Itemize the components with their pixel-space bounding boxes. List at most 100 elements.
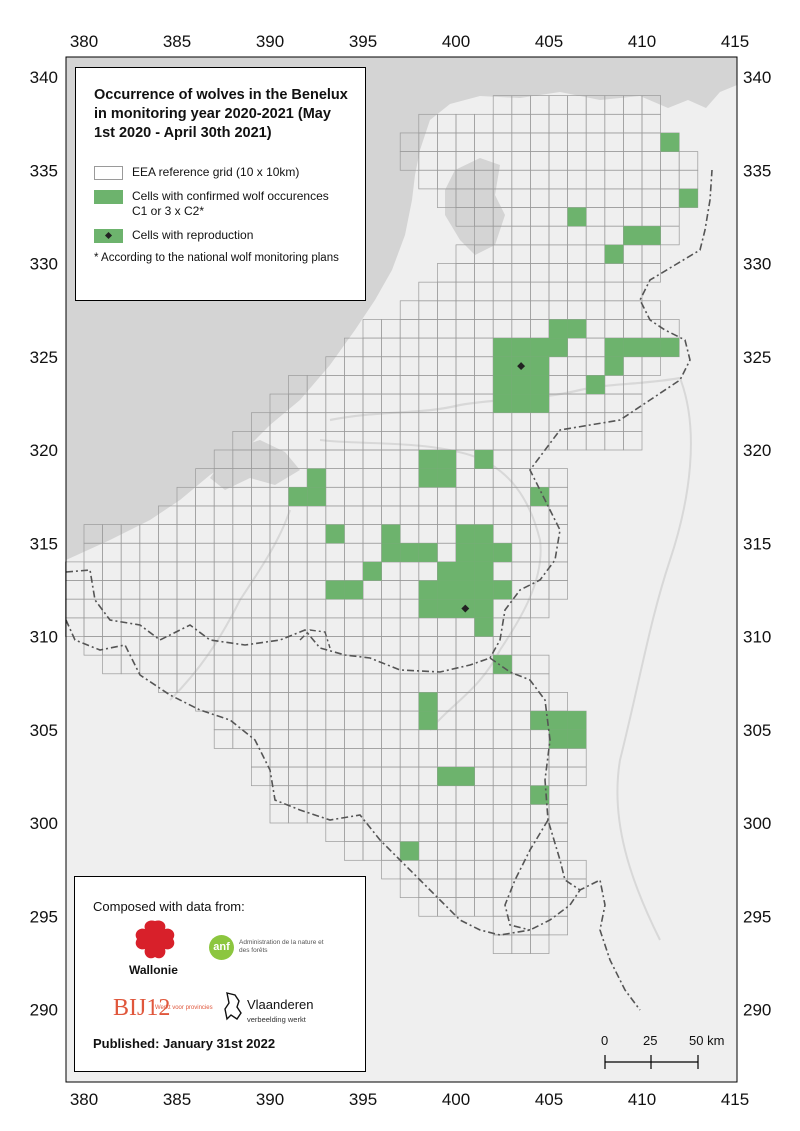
y-tick-label: 300 — [30, 814, 58, 833]
legend-footnote: * According to the national wolf monitor… — [94, 252, 339, 264]
y-tick-label: 300 — [743, 814, 771, 833]
confirmed-wolf-cell — [437, 468, 456, 488]
y-tick-label: 295 — [743, 907, 771, 926]
confirmed-wolf-cell — [660, 132, 680, 152]
published-date: Published: January 31st 2022 — [93, 1036, 276, 1051]
y-tick-label: 320 — [743, 441, 771, 460]
confirmed-wolf-cell — [530, 375, 549, 395]
confirmed-wolf-cell — [530, 394, 549, 413]
reproduction-markers — [461, 362, 526, 613]
reproduction-marker — [517, 362, 526, 371]
confirmed-wolf-cell — [511, 338, 531, 357]
y-tick-label: 320 — [30, 441, 58, 460]
lux-inner-border — [504, 819, 549, 931]
y-tick-label: 335 — [30, 161, 58, 180]
confirmed-wolf-cell — [418, 580, 438, 600]
x-tick-label: 415 — [721, 1090, 749, 1109]
grid-cell — [623, 431, 643, 451]
grid-cell — [567, 878, 587, 898]
anf-logo-text: Administration de la nature et des forêt… — [239, 939, 324, 954]
grid-cell — [567, 766, 587, 787]
confirmed-wolf-cell — [456, 543, 475, 562]
grid-cell — [530, 598, 550, 619]
legend-repro-label: Cells with reproduction — [132, 228, 254, 242]
legend-confirmed-row: Cells with confirmed wolf occurences C1 … — [94, 189, 351, 219]
confirmed-wolf-cell — [456, 580, 475, 600]
confirmed-wolf-cell — [530, 487, 549, 506]
confirmed-wolf-cell — [474, 580, 494, 600]
baarle-enclave — [299, 629, 331, 649]
y-tick-label: 305 — [30, 721, 58, 740]
confirmed-wolf-cell — [474, 543, 494, 562]
ijsselmeer — [445, 158, 505, 255]
map-frame — [65, 56, 738, 1083]
confirmed-wolf-cell — [418, 468, 438, 488]
confirmed-wolf-cell — [530, 711, 549, 730]
confirmed-wolf-cell — [437, 767, 456, 786]
x-axis-top: 380 385 390 395 400 405 410 415 — [70, 32, 749, 51]
grid-cell — [530, 934, 550, 954]
y-tick-label: 310 — [743, 628, 771, 647]
confirmed-wolf-cell — [307, 487, 326, 506]
y-tick-label: 335 — [743, 161, 771, 180]
confirmed-wolf-cell — [381, 524, 401, 544]
confirmed-wolf-cell — [642, 226, 661, 245]
confirmed-wolf-cell — [493, 580, 512, 600]
confirmed-wolf-cell — [474, 561, 494, 581]
y-tick-label: 330 — [30, 255, 58, 274]
confirmed-wolf-cell — [604, 356, 624, 376]
confirmed-wolf-cell — [586, 375, 605, 395]
confirmed-wolf-cell — [511, 394, 531, 413]
reproduction-marker — [461, 604, 470, 613]
confirmed-wolf-cell — [437, 599, 456, 618]
y-tick-label: 290 — [743, 1001, 771, 1020]
national-border — [65, 169, 713, 673]
map-legend: Occurrence of wolves in the Benelux in m… — [75, 67, 366, 301]
confirmed-wolf-cell — [456, 767, 475, 786]
confirmed-wolf-cell — [418, 711, 438, 730]
x-tick-label: 410 — [628, 32, 656, 51]
scale-bar: 0 25 50 km — [601, 1033, 724, 1069]
grid-cell — [548, 915, 568, 936]
confirmed-wolf-cell — [288, 487, 308, 506]
confirmed-wolf-cell — [660, 338, 680, 357]
x-axis-bottom: 380 385 390 395 400 405 410 415 — [70, 1090, 749, 1109]
bij12-subtitle: Werkt voor provincies — [155, 1005, 213, 1011]
y-tick-label: 325 — [743, 348, 771, 367]
river-maas — [319, 439, 542, 731]
confirmed-wolf-cell — [437, 450, 456, 469]
y-tick-label: 315 — [743, 534, 771, 553]
legend-confirmed-label: Cells with confirmed wolf occurences C1 … — [132, 189, 329, 218]
legend-grid-label: EEA reference grid (10 x 10km) — [132, 165, 300, 179]
y-tick-label: 295 — [30, 907, 58, 926]
x-tick-label: 380 — [70, 1090, 98, 1109]
confirmed-wolf-cell — [381, 543, 401, 562]
bij12-logo-icon: BIJ12 — [113, 995, 171, 1021]
x-tick-label: 390 — [256, 32, 284, 51]
y-tick-label: 310 — [30, 628, 58, 647]
confirmed-wolf-cell — [418, 599, 438, 618]
confirmed-wolf-cell — [474, 599, 494, 618]
vlaanderen-logo-text: Vlaanderen — [247, 997, 314, 1012]
confirmed-wolf-cell — [623, 338, 642, 357]
confirmed-wolf-cell — [511, 375, 531, 395]
confirmed-wolf-cell — [642, 338, 661, 357]
confirmed-wolf-cell — [344, 580, 363, 600]
reproduction-swatch — [94, 229, 123, 243]
confirmed-wolf-cell — [549, 729, 568, 749]
confirmed-wolf-cell — [418, 543, 438, 562]
confirmed-wolf-cell — [418, 692, 438, 712]
confirmed-wolf-cell — [325, 580, 345, 600]
confirmed-wolf-cell — [567, 711, 587, 730]
y-tick-label: 305 — [743, 721, 771, 740]
vlaanderen-lion-icon — [224, 992, 242, 1021]
confirmed-wolf-cell — [549, 711, 568, 730]
credits-title: Composed with data from: — [93, 899, 245, 914]
confirmed-wolf-cell — [493, 543, 512, 562]
y-tick-label: 290 — [30, 1001, 58, 1020]
y-tick-label: 340 — [30, 68, 58, 87]
confirmed-wolf-cell — [493, 375, 512, 395]
confirmed-wolf-cell — [363, 561, 382, 581]
confirmed-wolf-cell — [474, 617, 494, 637]
confirmed-wolf-cell — [493, 338, 512, 357]
